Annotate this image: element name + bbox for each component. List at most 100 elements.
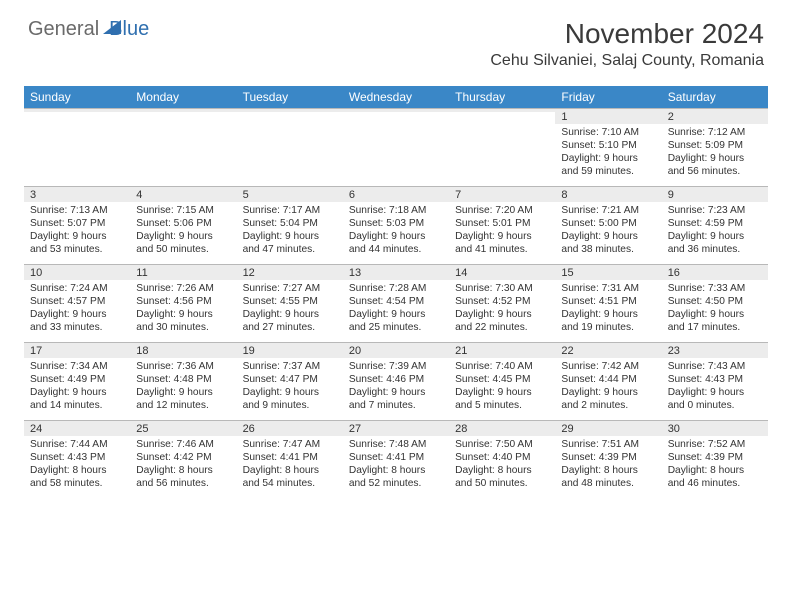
day-cell: 23Sunrise: 7:43 AMSunset: 4:43 PMDayligh… bbox=[662, 342, 768, 420]
week-row: 24Sunrise: 7:44 AMSunset: 4:43 PMDayligh… bbox=[24, 420, 768, 498]
sunset-text: Sunset: 5:04 PM bbox=[243, 217, 337, 230]
day-body: Sunrise: 7:33 AMSunset: 4:50 PMDaylight:… bbox=[662, 280, 768, 342]
day-body: Sunrise: 7:43 AMSunset: 4:43 PMDaylight:… bbox=[662, 358, 768, 420]
day-number: 13 bbox=[343, 264, 449, 280]
day-cell: 16Sunrise: 7:33 AMSunset: 4:50 PMDayligh… bbox=[662, 264, 768, 342]
sunset-text: Sunset: 4:43 PM bbox=[668, 373, 762, 386]
day-cell: 14Sunrise: 7:30 AMSunset: 4:52 PMDayligh… bbox=[449, 264, 555, 342]
daylight-text: Daylight: 8 hours and 46 minutes. bbox=[668, 464, 762, 490]
sunset-text: Sunset: 4:41 PM bbox=[349, 451, 443, 464]
sunset-text: Sunset: 4:50 PM bbox=[668, 295, 762, 308]
calendar-table: Sunday Monday Tuesday Wednesday Thursday… bbox=[24, 86, 768, 498]
sunrise-text: Sunrise: 7:50 AM bbox=[455, 438, 549, 451]
day-number: 8 bbox=[555, 186, 661, 202]
daylight-text: Daylight: 9 hours and 9 minutes. bbox=[243, 386, 337, 412]
day-cell bbox=[130, 108, 236, 186]
day-cell: 3Sunrise: 7:13 AMSunset: 5:07 PMDaylight… bbox=[24, 186, 130, 264]
day-body: Sunrise: 7:36 AMSunset: 4:48 PMDaylight:… bbox=[130, 358, 236, 420]
sunset-text: Sunset: 4:42 PM bbox=[136, 451, 230, 464]
week-row: 3Sunrise: 7:13 AMSunset: 5:07 PMDaylight… bbox=[24, 186, 768, 264]
day-cell bbox=[343, 108, 449, 186]
day-number: 18 bbox=[130, 342, 236, 358]
day-number: 4 bbox=[130, 186, 236, 202]
day-body: Sunrise: 7:47 AMSunset: 4:41 PMDaylight:… bbox=[237, 436, 343, 498]
sunset-text: Sunset: 4:56 PM bbox=[136, 295, 230, 308]
daylight-text: Daylight: 8 hours and 56 minutes. bbox=[136, 464, 230, 490]
day-body: Sunrise: 7:37 AMSunset: 4:47 PMDaylight:… bbox=[237, 358, 343, 420]
sunrise-text: Sunrise: 7:10 AM bbox=[561, 126, 655, 139]
day-number: 11 bbox=[130, 264, 236, 280]
sunset-text: Sunset: 4:57 PM bbox=[30, 295, 124, 308]
week-row: 10Sunrise: 7:24 AMSunset: 4:57 PMDayligh… bbox=[24, 264, 768, 342]
daylight-text: Daylight: 9 hours and 41 minutes. bbox=[455, 230, 549, 256]
logo-text-1: General bbox=[28, 18, 99, 41]
day-header: Saturday bbox=[662, 86, 768, 108]
day-cell: 12Sunrise: 7:27 AMSunset: 4:55 PMDayligh… bbox=[237, 264, 343, 342]
day-body bbox=[343, 112, 449, 174]
sunset-text: Sunset: 4:39 PM bbox=[668, 451, 762, 464]
daylight-text: Daylight: 9 hours and 44 minutes. bbox=[349, 230, 443, 256]
header: General Blue November 2024 Cehu Silvanie… bbox=[0, 0, 792, 74]
day-cell: 13Sunrise: 7:28 AMSunset: 4:54 PMDayligh… bbox=[343, 264, 449, 342]
day-header: Tuesday bbox=[237, 86, 343, 108]
sunset-text: Sunset: 4:39 PM bbox=[561, 451, 655, 464]
daylight-text: Daylight: 9 hours and 36 minutes. bbox=[668, 230, 762, 256]
day-number: 25 bbox=[130, 420, 236, 436]
daylight-text: Daylight: 9 hours and 27 minutes. bbox=[243, 308, 337, 334]
sunrise-text: Sunrise: 7:21 AM bbox=[561, 204, 655, 217]
sunrise-text: Sunrise: 7:47 AM bbox=[243, 438, 337, 451]
day-body: Sunrise: 7:20 AMSunset: 5:01 PMDaylight:… bbox=[449, 202, 555, 264]
day-number: 12 bbox=[237, 264, 343, 280]
day-cell: 8Sunrise: 7:21 AMSunset: 5:00 PMDaylight… bbox=[555, 186, 661, 264]
sunrise-text: Sunrise: 7:15 AM bbox=[136, 204, 230, 217]
day-number: 22 bbox=[555, 342, 661, 358]
week-row: 17Sunrise: 7:34 AMSunset: 4:49 PMDayligh… bbox=[24, 342, 768, 420]
sunset-text: Sunset: 5:06 PM bbox=[136, 217, 230, 230]
day-cell bbox=[24, 108, 130, 186]
daylight-text: Daylight: 9 hours and 59 minutes. bbox=[561, 152, 655, 178]
day-cell: 7Sunrise: 7:20 AMSunset: 5:01 PMDaylight… bbox=[449, 186, 555, 264]
sunset-text: Sunset: 5:03 PM bbox=[349, 217, 443, 230]
sunset-text: Sunset: 5:01 PM bbox=[455, 217, 549, 230]
daylight-text: Daylight: 9 hours and 53 minutes. bbox=[30, 230, 124, 256]
sunset-text: Sunset: 4:46 PM bbox=[349, 373, 443, 386]
day-body: Sunrise: 7:12 AMSunset: 5:09 PMDaylight:… bbox=[662, 124, 768, 186]
day-number: 28 bbox=[449, 420, 555, 436]
daylight-text: Daylight: 9 hours and 17 minutes. bbox=[668, 308, 762, 334]
sunrise-text: Sunrise: 7:18 AM bbox=[349, 204, 443, 217]
day-body: Sunrise: 7:40 AMSunset: 4:45 PMDaylight:… bbox=[449, 358, 555, 420]
day-number: 16 bbox=[662, 264, 768, 280]
day-number: 10 bbox=[24, 264, 130, 280]
sunset-text: Sunset: 4:48 PM bbox=[136, 373, 230, 386]
daylight-text: Daylight: 9 hours and 5 minutes. bbox=[455, 386, 549, 412]
daylight-text: Daylight: 8 hours and 58 minutes. bbox=[30, 464, 124, 490]
day-body: Sunrise: 7:34 AMSunset: 4:49 PMDaylight:… bbox=[24, 358, 130, 420]
day-cell: 29Sunrise: 7:51 AMSunset: 4:39 PMDayligh… bbox=[555, 420, 661, 498]
daylight-text: Daylight: 9 hours and 38 minutes. bbox=[561, 230, 655, 256]
sunset-text: Sunset: 4:47 PM bbox=[243, 373, 337, 386]
day-body: Sunrise: 7:51 AMSunset: 4:39 PMDaylight:… bbox=[555, 436, 661, 498]
day-header-row: Sunday Monday Tuesday Wednesday Thursday… bbox=[24, 86, 768, 108]
day-number: 21 bbox=[449, 342, 555, 358]
daylight-text: Daylight: 9 hours and 0 minutes. bbox=[668, 386, 762, 412]
day-cell: 6Sunrise: 7:18 AMSunset: 5:03 PMDaylight… bbox=[343, 186, 449, 264]
day-body bbox=[130, 112, 236, 174]
day-cell: 22Sunrise: 7:42 AMSunset: 4:44 PMDayligh… bbox=[555, 342, 661, 420]
sunrise-text: Sunrise: 7:37 AM bbox=[243, 360, 337, 373]
day-number: 3 bbox=[24, 186, 130, 202]
daylight-text: Daylight: 9 hours and 19 minutes. bbox=[561, 308, 655, 334]
sunset-text: Sunset: 4:40 PM bbox=[455, 451, 549, 464]
day-number: 14 bbox=[449, 264, 555, 280]
sunrise-text: Sunrise: 7:27 AM bbox=[243, 282, 337, 295]
day-cell: 17Sunrise: 7:34 AMSunset: 4:49 PMDayligh… bbox=[24, 342, 130, 420]
sunrise-text: Sunrise: 7:13 AM bbox=[30, 204, 124, 217]
sunrise-text: Sunrise: 7:33 AM bbox=[668, 282, 762, 295]
day-cell: 5Sunrise: 7:17 AMSunset: 5:04 PMDaylight… bbox=[237, 186, 343, 264]
day-cell bbox=[237, 108, 343, 186]
day-body: Sunrise: 7:44 AMSunset: 4:43 PMDaylight:… bbox=[24, 436, 130, 498]
daylight-text: Daylight: 9 hours and 50 minutes. bbox=[136, 230, 230, 256]
sunrise-text: Sunrise: 7:39 AM bbox=[349, 360, 443, 373]
sunrise-text: Sunrise: 7:12 AM bbox=[668, 126, 762, 139]
day-cell: 19Sunrise: 7:37 AMSunset: 4:47 PMDayligh… bbox=[237, 342, 343, 420]
sunrise-text: Sunrise: 7:34 AM bbox=[30, 360, 124, 373]
